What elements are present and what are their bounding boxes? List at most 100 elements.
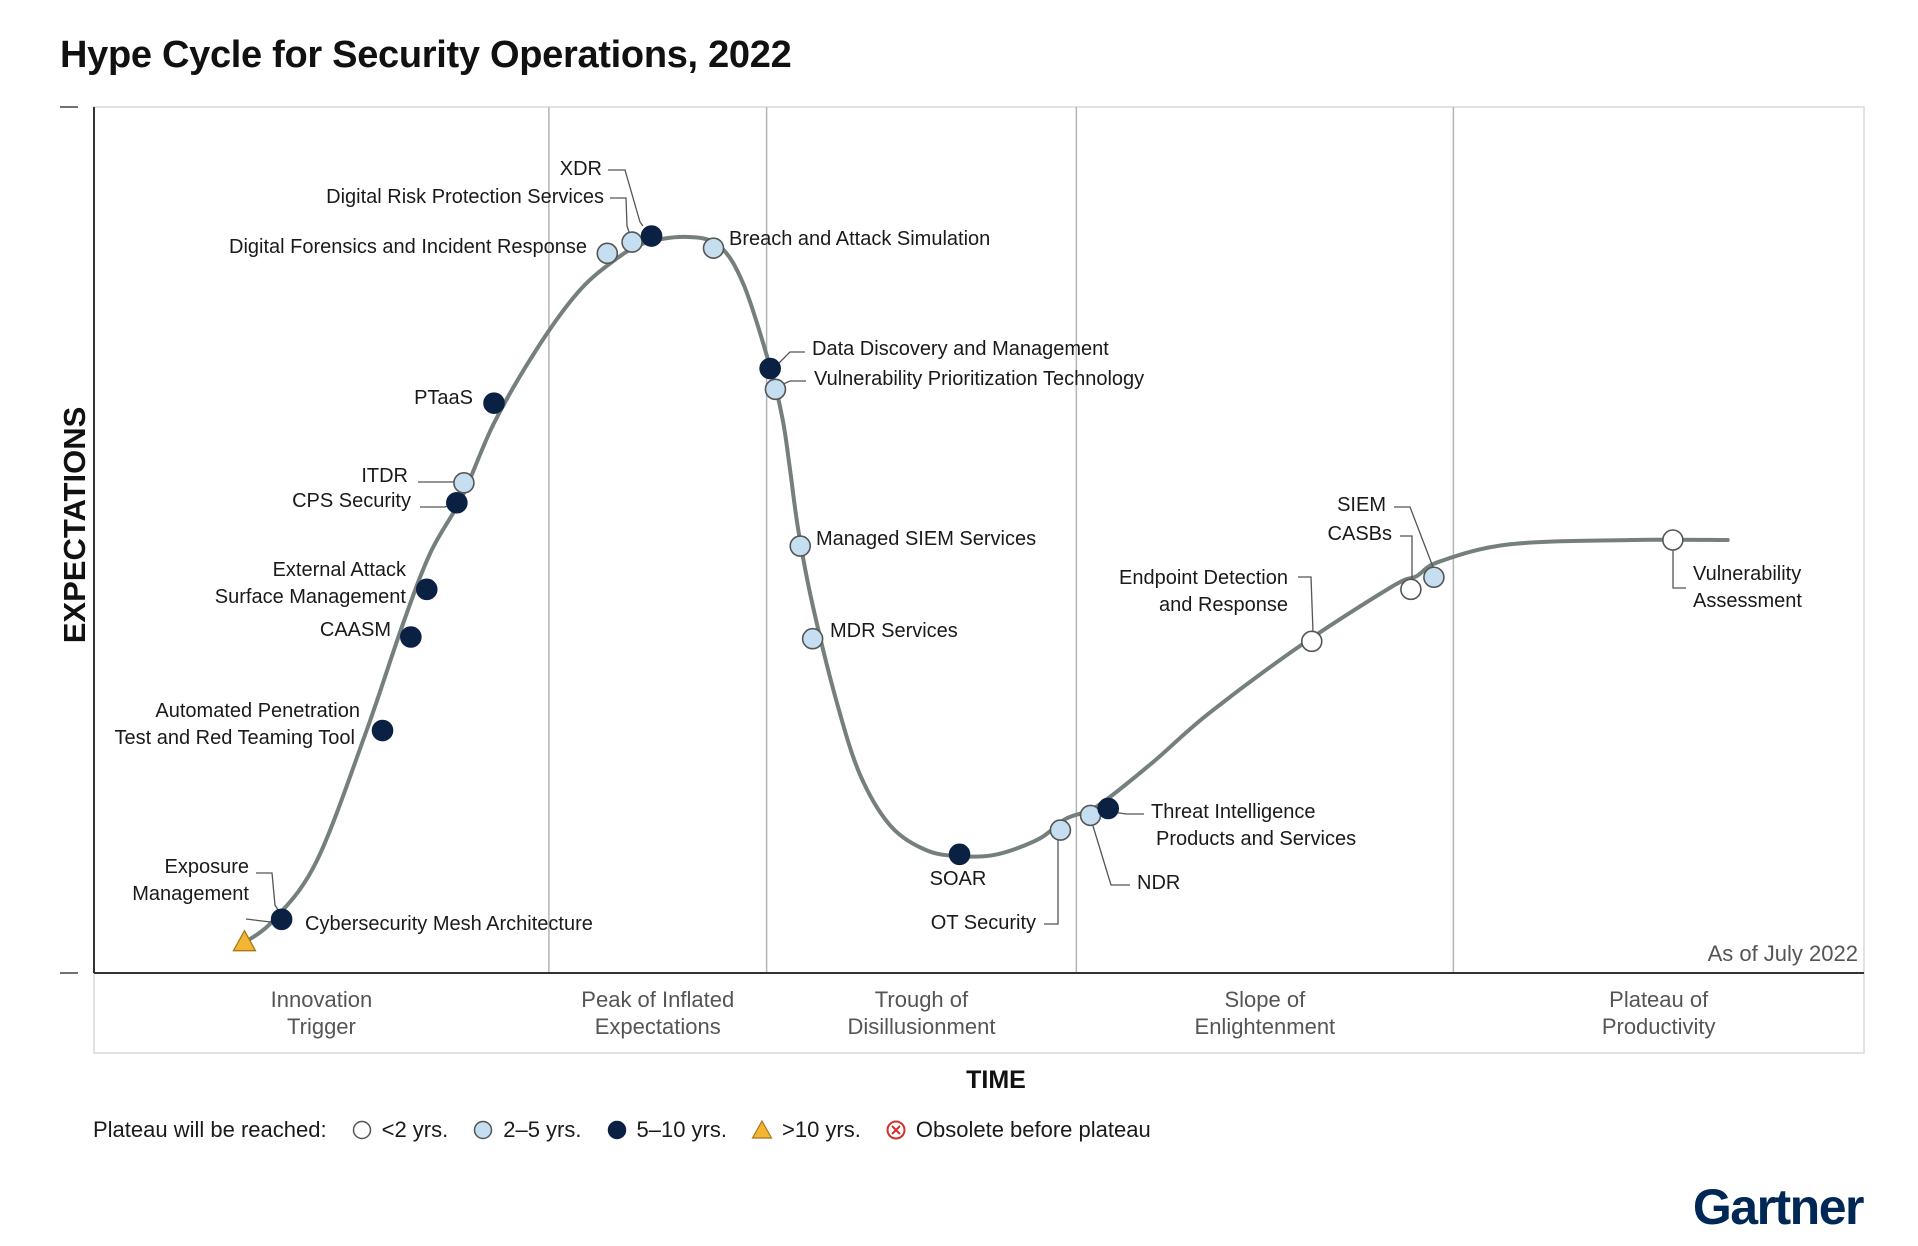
data-point [759,357,781,380]
point-label: ITDR [361,465,408,487]
label-leader-line [610,197,630,233]
white-circle-icon [352,1120,371,1140]
point-label: Exposure [165,856,250,878]
data-point [1423,566,1445,589]
point-label: PTaaS [414,387,473,409]
data-points [232,225,1684,952]
point-label: Breach and Attack Simulation [729,228,990,250]
point-label: and Response [1159,594,1288,616]
point-label: Automated Penetration [155,700,360,722]
data-point [270,908,293,931]
point-label: CASBs [1328,523,1392,545]
chart-title: Hype Cycle for Security Operations, 2022 [60,34,792,76]
phase-label: Trigger [287,1014,356,1039]
point-label: CPS Security [292,490,411,512]
yellow-triangle-icon [751,1119,773,1139]
data-point [415,578,438,601]
legend-prefix: Plateau will be reached: [93,1117,327,1142]
data-point [764,378,787,401]
point-label: Managed SIEM Services [816,528,1036,550]
point-label: Surface Management [215,586,407,608]
label-leader-line [1298,576,1316,638]
data-point [948,843,971,866]
legend-label: Obsolete before plateau [915,1117,1151,1142]
phase-label: Slope of [1224,987,1306,1012]
data-point [400,626,422,648]
point-label: Test and Red Teaming Tool [114,727,355,749]
data-point [483,392,505,414]
point-label: Digital Forensics and Incident Response [229,236,587,258]
data-point [1097,797,1120,820]
point-label: SOAR [930,868,987,890]
phase-label: Innovation [271,987,373,1012]
label-leader-line [776,351,805,366]
label-leader-line [1672,548,1686,589]
point-label: XDR [560,158,602,180]
light-blue-circle-icon [473,1120,493,1140]
phase-label: Plateau of [1609,987,1709,1012]
legend-item-2-5: 2–5 yrs. [472,1117,582,1143]
point-label: Assessment [1693,590,1802,612]
data-point [453,472,475,494]
data-point [621,231,643,253]
data-point [596,242,619,265]
label-leader-line [256,872,279,911]
data-point [789,535,812,557]
phase-label: Enlightenment [1195,1014,1336,1039]
label-leader-line [1400,535,1415,584]
phase-label: Expectations [595,1014,721,1039]
point-label: Management [132,883,249,905]
legend-label: 5–10 yrs. [636,1117,728,1142]
legend-item-obsolete: Obsolete before plateau [885,1117,1151,1143]
point-labels: Cybersecurity Mesh Architecture Exposure M… [114,158,1802,935]
label-leader-line [1092,825,1130,886]
data-point-triangle [232,929,257,952]
data-point [1049,819,1072,841]
label-leader-line [608,169,644,227]
label-leader-line [418,480,457,483]
as-of-note: As of July 2022 [1708,941,1858,966]
point-label: External Attack [273,559,407,581]
gartner-logo: Gartner [1692,1179,1865,1235]
legend-label: <2 yrs. [381,1117,449,1142]
data-point [801,627,824,650]
axes: EXPECTATIONS TIME As of July 2022 [57,106,1864,1094]
data-point [702,237,725,259]
point-label: Products and Services [1156,828,1356,850]
point-label: Endpoint Detection [1119,567,1288,589]
phase-label: Disillusionment [847,1014,995,1039]
data-point [446,491,468,514]
data-point [1400,578,1422,601]
data-point [640,225,663,247]
legend-label: >10 yrs. [782,1117,861,1142]
point-label: Digital Risk Protection Services [326,186,604,208]
label-leader-line [1394,506,1434,568]
point-label: CAASM [320,619,391,641]
legend-item-gt10: >10 yrs. [751,1117,861,1143]
data-point [371,719,394,742]
legend-item-5-10: 5–10 yrs. [606,1117,728,1143]
point-label: SIEM [1337,494,1386,516]
dark-blue-circle-icon [607,1120,626,1140]
point-label: NDR [1137,872,1180,894]
label-leader-line [1044,832,1061,925]
point-label: Vulnerability [1693,563,1801,585]
point-label: MDR Services [830,620,958,642]
red-x-circle-icon [886,1120,906,1140]
legend-item-lt2: <2 yrs. [351,1117,449,1143]
data-point [1662,529,1684,551]
legend: Plateau will be reached: <2 yrs. 2–5 yrs… [93,1115,1151,1145]
phase-label: Peak of Inflated [581,987,734,1012]
legend-label: 2–5 yrs. [503,1117,582,1142]
point-label: Vulnerability Prioritization Technology [814,368,1144,390]
y-axis-title: EXPECTATIONS [57,407,92,644]
phase-label: Trough of [875,987,969,1012]
point-label: OT Security [931,912,1036,934]
phase-label: Productivity [1602,1014,1716,1039]
data-point [1300,630,1323,653]
x-axis-title: TIME [966,1066,1026,1094]
point-label: Cybersecurity Mesh Architecture [305,913,593,935]
point-label: Threat Intelligence [1151,801,1316,823]
